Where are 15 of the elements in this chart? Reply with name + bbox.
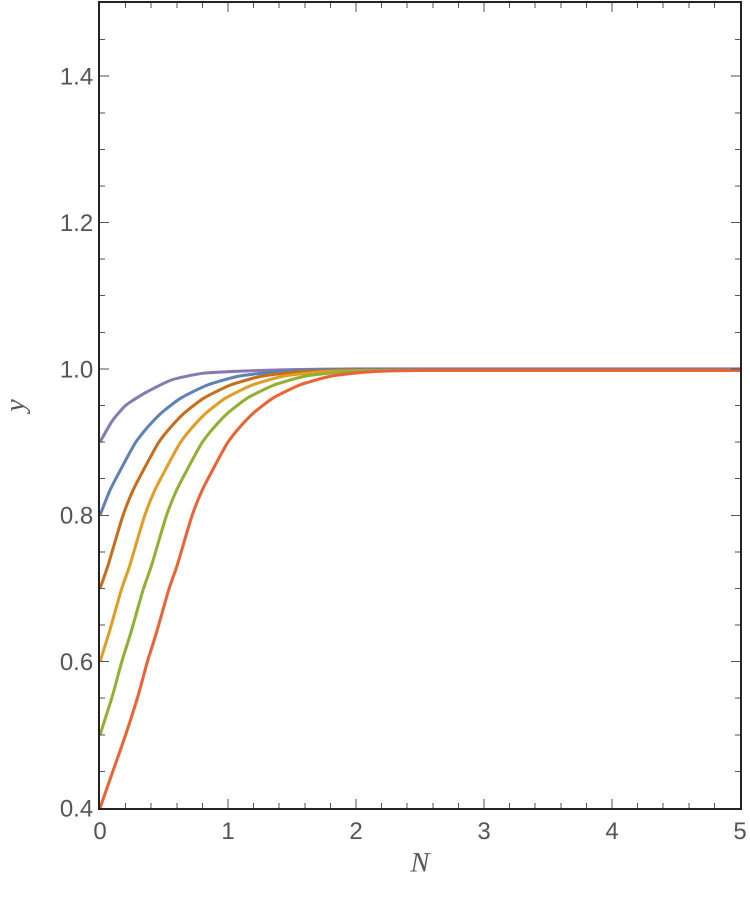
- x-tick-label: 3: [477, 818, 491, 845]
- x-tick-label: 2: [349, 818, 363, 845]
- line-series: [100, 368, 740, 808]
- y-tick-label: 1.0: [60, 356, 94, 384]
- y-tick-label: 0.8: [60, 502, 94, 530]
- y-tick-label: 1.4: [60, 64, 94, 91]
- y-tick-label: 1.2: [60, 210, 94, 237]
- x-tick-label: 1: [221, 818, 235, 845]
- x-axis-title: N: [410, 847, 431, 878]
- x-tick-label: 0: [93, 818, 107, 845]
- y-tick-label: 0.6: [60, 649, 94, 676]
- x-tick-label: 5: [733, 818, 747, 845]
- x-tick-label: 4: [605, 818, 619, 845]
- y-tick-label: 0.4: [60, 795, 94, 822]
- y-axis-title: y: [0, 398, 31, 415]
